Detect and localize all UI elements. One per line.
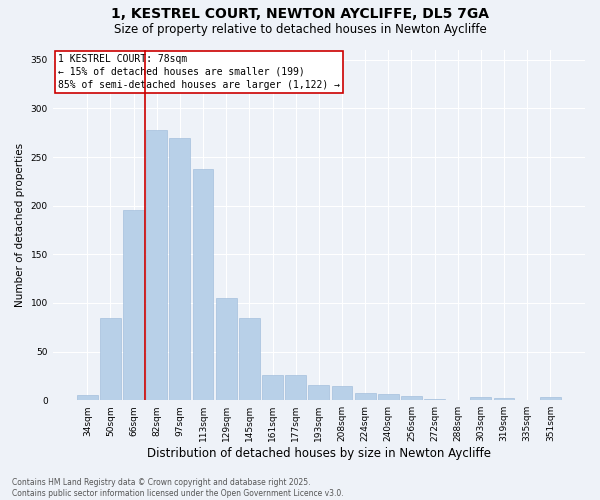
Y-axis label: Number of detached properties: Number of detached properties <box>15 143 25 307</box>
Text: 1 KESTREL COURT: 78sqm
← 15% of detached houses are smaller (199)
85% of semi-de: 1 KESTREL COURT: 78sqm ← 15% of detached… <box>58 54 340 90</box>
Bar <box>123 210 144 400</box>
Bar <box>77 396 98 400</box>
Bar <box>262 375 283 400</box>
Bar <box>100 318 121 400</box>
Bar <box>378 394 399 400</box>
Bar <box>216 298 236 400</box>
X-axis label: Distribution of detached houses by size in Newton Aycliffe: Distribution of detached houses by size … <box>147 447 491 460</box>
Bar <box>470 398 491 400</box>
Bar <box>401 396 422 400</box>
Bar <box>332 386 352 400</box>
Bar <box>494 398 514 400</box>
Text: 1, KESTREL COURT, NEWTON AYCLIFFE, DL5 7GA: 1, KESTREL COURT, NEWTON AYCLIFFE, DL5 7… <box>111 8 489 22</box>
Bar <box>146 130 167 400</box>
Bar <box>193 168 214 400</box>
Text: Contains HM Land Registry data © Crown copyright and database right 2025.
Contai: Contains HM Land Registry data © Crown c… <box>12 478 344 498</box>
Bar <box>355 394 376 400</box>
Bar <box>540 398 561 400</box>
Bar <box>285 375 306 400</box>
Bar <box>169 138 190 400</box>
Bar <box>424 399 445 400</box>
Text: Size of property relative to detached houses in Newton Aycliffe: Size of property relative to detached ho… <box>113 22 487 36</box>
Bar <box>239 318 260 400</box>
Bar <box>308 384 329 400</box>
